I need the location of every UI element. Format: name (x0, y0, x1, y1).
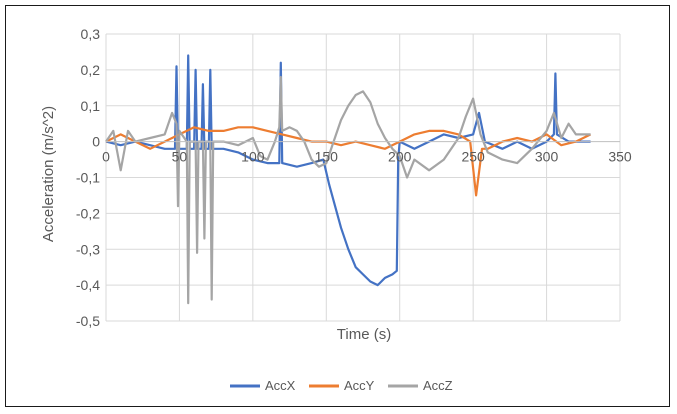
x-tick-label: 250 (461, 149, 485, 165)
legend: AccX AccY AccZ (230, 378, 453, 393)
gridlines (105, 33, 621, 322)
y-tick-label: -0,1 (76, 170, 100, 186)
y-tick-label: -0,2 (76, 205, 100, 221)
chart-svg: 0,30,20,10-0,1-0,2-0,3-0,4-0,50 50 100 150 2… (40, 26, 632, 393)
y-tick-label: -0,4 (76, 277, 100, 293)
series-line-accx (105, 54, 591, 287)
series-layer (105, 54, 592, 305)
chart-frame: 0,3 0,2 0,1 0 -0,1 -0,2 -0,3 -0,4 -0,5 0 50 100 150 2… (5, 5, 670, 407)
y-tick-label: 0,3 (81, 26, 101, 42)
x-tick-label: 150 (315, 149, 339, 165)
series-line-accz (105, 75, 591, 305)
y-tick-label: -0,5 (76, 313, 100, 329)
legend-label-accy: AccY (344, 378, 375, 393)
legend-label-accz: AccZ (423, 378, 453, 393)
legend-label-accx: AccX (265, 378, 296, 393)
y-tick-label: 0 (92, 134, 100, 150)
x-tick-label: 200 (388, 149, 412, 165)
y-tick-label: -0,3 (76, 241, 100, 257)
x-tick-label: 100 (241, 149, 265, 165)
y-axis-title: Acceleration (m/s^2) (40, 106, 57, 242)
y-tick-label: 0,1 (81, 98, 101, 114)
axes: 0,30,20,10-0,1-0,2-0,3-0,4-0,50 50 100 150 2… (76, 26, 632, 329)
x-tick-label: 50 (172, 149, 188, 165)
x-tick-label: 0 (102, 149, 110, 165)
series-line-accy (105, 126, 592, 197)
x-axis-title: Time (s) (337, 326, 391, 343)
x-tick-label: 300 (535, 149, 559, 165)
y-tick-label: 0,2 (81, 62, 101, 78)
x-tick-label: 350 (608, 149, 632, 165)
